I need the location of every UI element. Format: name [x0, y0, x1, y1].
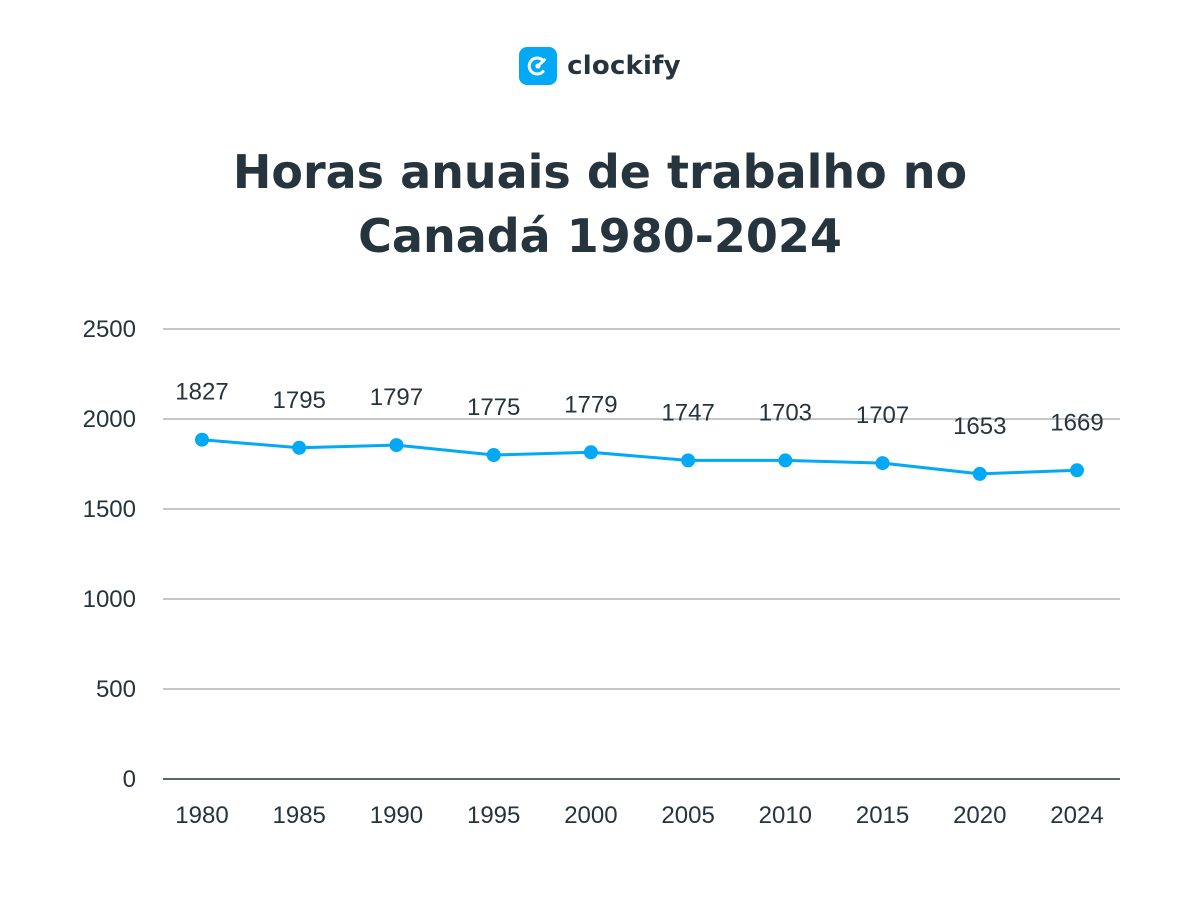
data-point	[195, 432, 209, 447]
data-label: 1707	[856, 402, 909, 429]
brand-header: clockify	[0, 46, 1200, 86]
clockify-logo-icon	[519, 47, 558, 85]
y-tick-label: 1000	[83, 586, 136, 613]
x-tick-label: 1995	[467, 802, 520, 829]
y-tick-label: 0	[123, 766, 136, 793]
data-point	[486, 448, 501, 462]
data-label: 1775	[467, 394, 520, 421]
data-point	[875, 456, 890, 471]
data-point	[778, 453, 793, 468]
data-point	[972, 466, 987, 481]
data-label: 1795	[273, 387, 326, 414]
data-label: 1797	[370, 384, 423, 411]
data-point	[292, 440, 307, 455]
data-label: 1779	[564, 391, 617, 418]
data-point	[583, 445, 598, 460]
x-tick-label: 1990	[370, 802, 423, 829]
y-tick-label: 2000	[83, 406, 136, 433]
data-point	[389, 438, 404, 453]
x-tick-label: 2005	[661, 802, 714, 829]
x-tick-label: 2010	[759, 802, 812, 829]
brand-name: clockify	[567, 51, 681, 81]
x-tick-label: 1985	[273, 802, 326, 829]
x-tick-label: 2020	[953, 802, 1006, 829]
x-tick-label: 2015	[856, 802, 909, 829]
chart-title-line-1: Horas anuais de trabalho no	[232, 145, 968, 199]
data-label: 1669	[1050, 409, 1103, 436]
data-label: 1747	[661, 399, 714, 426]
x-tick-label: 2024	[1050, 802, 1103, 829]
y-tick-label: 2500	[83, 316, 136, 343]
chart-title-line-2: Canadá 1980-2024	[358, 209, 842, 263]
chart-title: Horas anuais de trabalho no Canadá 1980-…	[100, 140, 1100, 268]
data-label: 1653	[953, 413, 1006, 440]
series-line	[201, 438, 1078, 476]
data-point	[1070, 463, 1084, 478]
data-point	[681, 453, 696, 468]
y-tick-label: 500	[96, 676, 136, 703]
y-tick-label: 1500	[83, 496, 136, 523]
x-tick-label: 1980	[175, 802, 228, 829]
x-tick-label: 2000	[564, 802, 617, 829]
data-label: 1703	[759, 399, 812, 426]
data-label: 1827	[175, 379, 228, 406]
